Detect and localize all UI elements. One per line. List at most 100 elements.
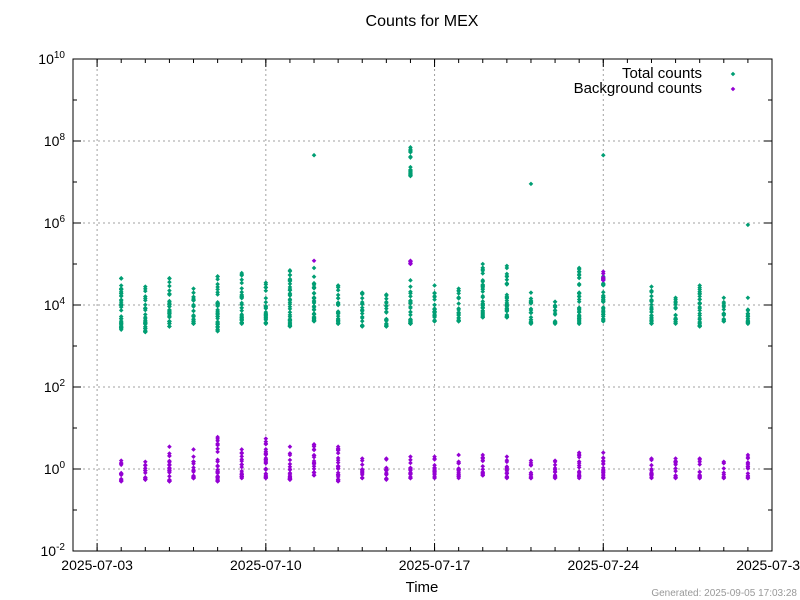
total-counts-point — [287, 306, 293, 312]
total-counts-point — [359, 307, 365, 313]
total-counts-point — [528, 310, 534, 315]
background-counts-point — [263, 471, 269, 476]
total-counts-point — [480, 294, 486, 300]
total-counts-point — [600, 152, 606, 158]
total-counts-point — [745, 314, 751, 319]
total-counts-point — [215, 314, 220, 319]
total-counts-point — [191, 286, 196, 291]
background-counts-point — [673, 473, 678, 478]
total-counts-point — [335, 283, 341, 288]
total-counts-point — [480, 261, 486, 267]
legend-marker-background-counts — [730, 86, 736, 92]
total-counts-point — [359, 324, 365, 329]
background-counts-point — [311, 442, 317, 447]
total-counts-point — [239, 289, 245, 295]
total-counts-point — [697, 300, 702, 306]
background-counts-point — [504, 470, 510, 476]
background-counts-point — [167, 467, 172, 473]
background-counts-point — [167, 453, 172, 459]
background-counts-point — [311, 469, 317, 475]
total-counts-point — [384, 292, 389, 297]
total-counts-point — [745, 308, 751, 313]
total-counts-point — [504, 300, 510, 306]
background-counts-point — [215, 442, 220, 448]
total-counts-point — [287, 324, 293, 329]
total-counts-point — [408, 298, 413, 304]
background-counts-point — [673, 462, 678, 467]
total-counts-point — [118, 293, 124, 299]
total-counts-point — [504, 312, 510, 318]
background-counts-point — [143, 477, 148, 482]
background-counts-point — [432, 475, 437, 481]
total-counts-point — [552, 299, 558, 305]
background-counts-point — [335, 463, 341, 469]
total-counts-point — [311, 265, 317, 271]
total-counts-point — [456, 286, 461, 291]
total-counts-point — [263, 299, 269, 305]
background-counts-point — [239, 462, 245, 467]
total-counts-point — [191, 308, 196, 314]
total-counts-point — [504, 315, 510, 320]
background-counts-point — [239, 475, 245, 481]
background-counts-point — [384, 466, 389, 472]
background-counts-point — [432, 462, 437, 468]
background-counts-point — [456, 466, 461, 472]
chart-legend: Total counts Background counts — [574, 65, 736, 97]
total-counts-point — [118, 291, 124, 297]
background-counts-point — [576, 460, 582, 466]
total-counts-point — [673, 300, 678, 306]
total-counts-point — [191, 298, 196, 303]
total-counts-point — [576, 319, 582, 324]
total-counts-point — [311, 312, 317, 317]
total-counts-point — [456, 310, 461, 316]
total-counts-point — [697, 294, 702, 299]
total-counts-point — [191, 313, 196, 319]
total-counts-point — [239, 305, 245, 311]
x-tick-label: 2025-07-31 — [736, 557, 800, 573]
background-counts-point — [287, 467, 293, 473]
background-counts-point — [576, 470, 582, 475]
total-counts-point — [673, 317, 678, 322]
total-counts-point — [118, 304, 124, 310]
background-counts-point — [528, 458, 534, 463]
background-counts-point — [287, 464, 293, 470]
background-counts-point — [118, 472, 124, 478]
total-counts-point — [673, 321, 678, 326]
total-counts-point — [167, 292, 172, 297]
background-counts-point — [384, 472, 389, 478]
total-counts-point — [480, 299, 486, 304]
background-counts-point — [143, 459, 148, 465]
background-counts-point — [118, 458, 124, 463]
legend-marker-total-counts — [730, 71, 736, 77]
total-counts-point — [167, 314, 172, 320]
total-counts-point — [311, 314, 317, 320]
background-counts-point — [745, 475, 751, 481]
background-counts-point — [673, 475, 678, 481]
total-counts-point — [311, 303, 317, 309]
background-counts-point — [552, 469, 558, 475]
total-counts-point — [335, 310, 341, 316]
total-counts-point — [721, 319, 727, 324]
background-counts-point — [673, 466, 678, 471]
total-counts-point — [263, 280, 269, 285]
total-counts-point — [456, 295, 461, 301]
background-counts-point — [673, 468, 678, 474]
total-counts-point — [263, 288, 269, 294]
total-counts-point — [745, 321, 751, 326]
total-counts-point — [576, 321, 582, 326]
total-counts-point — [311, 282, 317, 288]
total-counts-point — [432, 319, 437, 324]
total-counts-point — [528, 315, 534, 320]
background-counts-point — [576, 473, 582, 478]
total-counts-point — [528, 301, 534, 306]
background-counts-point — [576, 465, 582, 470]
total-counts-point — [576, 306, 582, 312]
total-counts-point — [552, 307, 558, 313]
background-counts-point — [697, 472, 702, 478]
total-counts-point — [528, 306, 534, 312]
background-counts-point — [239, 457, 245, 462]
total-counts-point — [263, 317, 269, 323]
total-counts-point — [215, 274, 220, 279]
total-counts-point — [576, 282, 582, 288]
background-counts-point — [311, 452, 317, 458]
